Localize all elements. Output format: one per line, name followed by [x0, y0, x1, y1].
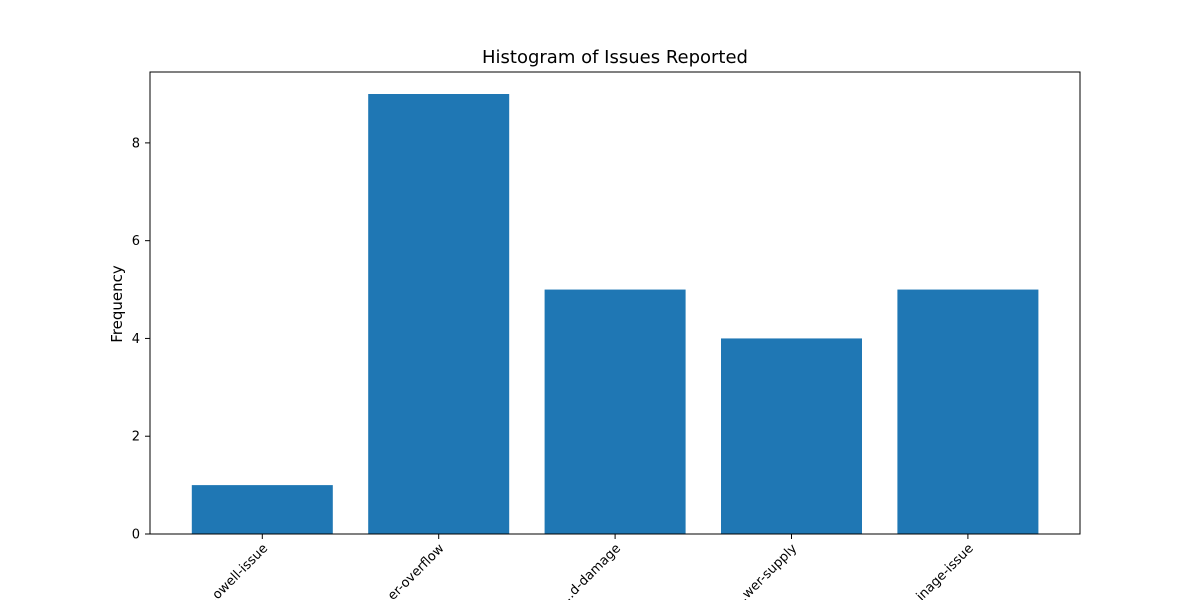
bar — [544, 289, 686, 534]
y-tick-label: 8 — [132, 136, 140, 151]
bar — [191, 485, 333, 534]
y-tick-label: 6 — [132, 234, 140, 249]
bar — [897, 289, 1039, 534]
y-tick-label: 0 — [132, 528, 140, 543]
bar — [368, 94, 510, 534]
x-tick-label: …owell-issue — [200, 541, 271, 600]
y-axis-label: Frequency — [108, 265, 126, 343]
plot-frame — [149, 71, 1081, 535]
chart-title: Histogram of Issues Reported — [482, 47, 748, 68]
x-tick-label: …d-damage — [557, 541, 624, 600]
x-tick-label: …wer-supply — [731, 541, 801, 600]
x-axis-ticks: …owell-issue …er-overflow …d-damage …wer-su… — [200, 534, 977, 600]
x-tick-label: …inage-issue — [904, 541, 976, 600]
y-tick-label: 4 — [132, 332, 140, 347]
bar — [721, 338, 862, 534]
x-tick-label: …er-overflow — [376, 541, 448, 600]
bars-group — [191, 94, 1039, 534]
y-tick-label: 2 — [132, 430, 140, 445]
y-axis-ticks: 0 2 4 6 8 — [132, 136, 150, 543]
